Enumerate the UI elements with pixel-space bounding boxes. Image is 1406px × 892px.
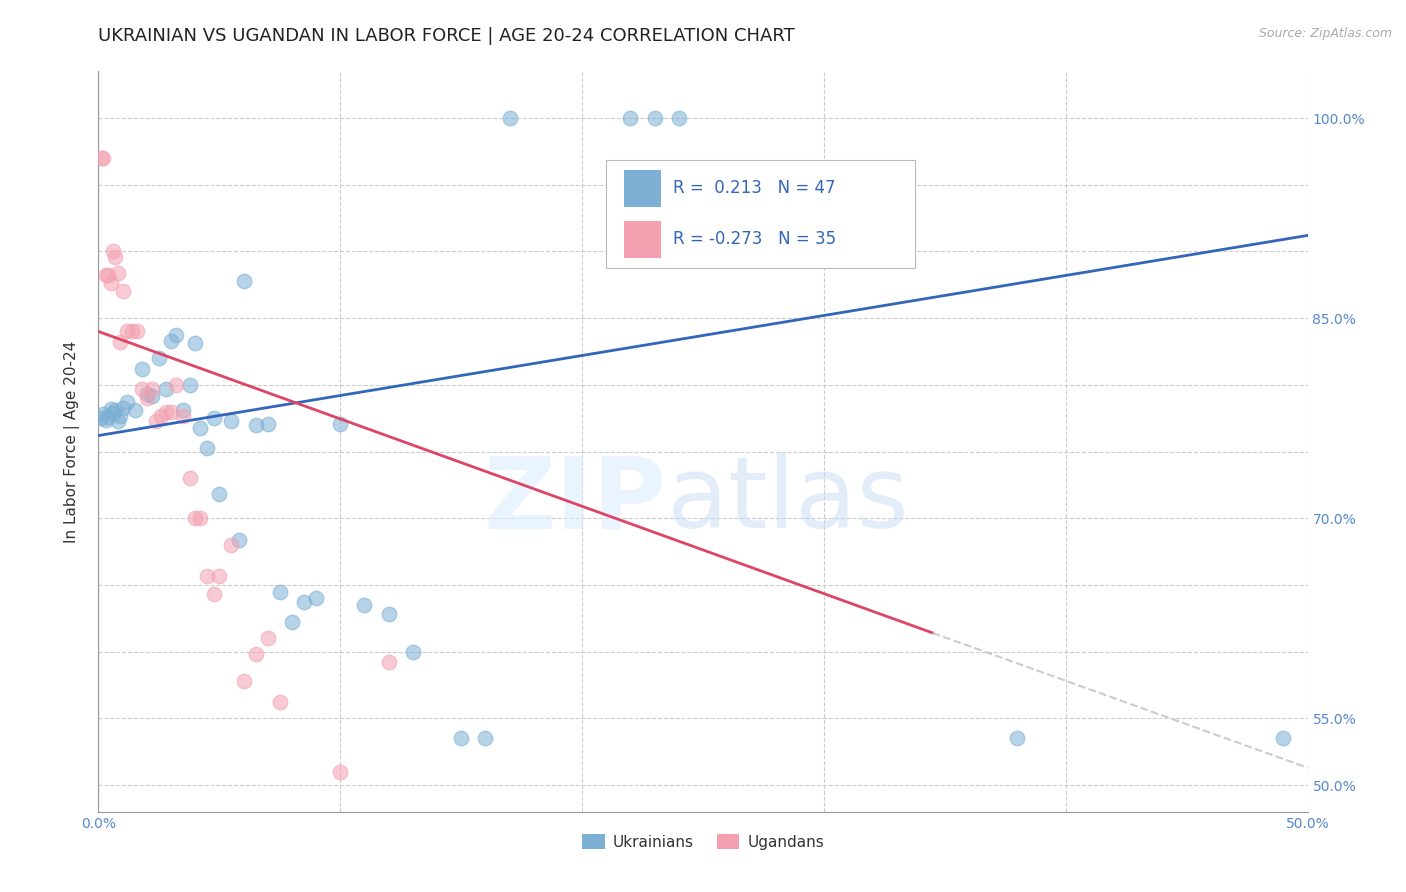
Point bbox=[305, 591, 328, 606]
Point bbox=[155, 382, 177, 396]
Point bbox=[101, 406, 124, 420]
Point bbox=[117, 395, 139, 409]
Point bbox=[148, 351, 170, 366]
Point bbox=[155, 404, 177, 418]
Point bbox=[221, 414, 243, 428]
Point bbox=[281, 615, 304, 630]
Point bbox=[188, 511, 211, 525]
Point bbox=[160, 334, 183, 348]
Point bbox=[232, 673, 254, 688]
Point bbox=[100, 277, 122, 291]
Point bbox=[329, 417, 352, 431]
Point bbox=[256, 417, 278, 431]
Point bbox=[91, 407, 114, 421]
Point bbox=[1007, 731, 1029, 746]
Point bbox=[619, 111, 641, 125]
Point bbox=[141, 388, 163, 402]
Text: ZIP: ZIP bbox=[484, 452, 666, 549]
Point bbox=[353, 598, 375, 612]
Point bbox=[90, 411, 112, 425]
Text: R = -0.273   N = 35: R = -0.273 N = 35 bbox=[672, 230, 837, 248]
Point bbox=[121, 325, 143, 339]
Point bbox=[131, 361, 153, 376]
Point bbox=[195, 441, 218, 455]
Y-axis label: In Labor Force | Age 20-24: In Labor Force | Age 20-24 bbox=[63, 341, 80, 542]
Point bbox=[172, 409, 194, 423]
Point bbox=[104, 250, 127, 264]
Point bbox=[111, 285, 134, 299]
Point bbox=[668, 111, 690, 125]
Point bbox=[498, 111, 520, 125]
Point bbox=[377, 607, 399, 622]
Point bbox=[256, 632, 278, 646]
Point bbox=[450, 731, 472, 746]
Point bbox=[179, 377, 201, 392]
Point bbox=[208, 568, 231, 582]
Text: UKRAINIAN VS UGANDAN IN LABOR FORCE | AGE 20-24 CORRELATION CHART: UKRAINIAN VS UGANDAN IN LABOR FORCE | AG… bbox=[98, 27, 796, 45]
Point bbox=[117, 325, 139, 339]
Point bbox=[127, 325, 149, 339]
FancyBboxPatch shape bbox=[606, 161, 915, 268]
Legend: Ukrainians, Ugandans: Ukrainians, Ugandans bbox=[576, 828, 830, 856]
Bar bbox=[624, 169, 661, 207]
Point bbox=[108, 409, 131, 423]
Point bbox=[204, 587, 226, 601]
Text: Source: ZipAtlas.com: Source: ZipAtlas.com bbox=[1258, 27, 1392, 40]
Point bbox=[245, 417, 267, 432]
Point bbox=[402, 645, 425, 659]
Point bbox=[135, 391, 157, 405]
Point bbox=[131, 382, 153, 396]
Point bbox=[204, 411, 226, 425]
Point bbox=[474, 731, 496, 746]
Point bbox=[208, 487, 231, 501]
Point bbox=[101, 244, 124, 259]
Bar bbox=[624, 221, 661, 258]
Point bbox=[97, 268, 120, 283]
Point bbox=[188, 420, 211, 434]
Point bbox=[377, 656, 399, 670]
Point bbox=[94, 412, 117, 426]
Point bbox=[104, 403, 127, 417]
Point bbox=[107, 414, 129, 428]
Point bbox=[165, 377, 187, 392]
Point bbox=[135, 387, 157, 401]
Point bbox=[184, 511, 207, 525]
Point bbox=[100, 401, 122, 416]
Point bbox=[107, 266, 129, 280]
Point bbox=[232, 274, 254, 288]
Point bbox=[165, 328, 187, 343]
Point bbox=[172, 403, 194, 417]
Point bbox=[269, 584, 291, 599]
Point bbox=[184, 336, 207, 351]
Point bbox=[228, 533, 250, 547]
Point bbox=[245, 648, 267, 662]
Point bbox=[141, 382, 163, 396]
Point bbox=[329, 764, 352, 779]
Point bbox=[195, 568, 218, 582]
Point bbox=[90, 151, 112, 165]
Point bbox=[108, 335, 131, 350]
Point bbox=[644, 111, 666, 125]
Point bbox=[150, 409, 173, 423]
Point bbox=[221, 538, 243, 552]
Text: R =  0.213   N = 47: R = 0.213 N = 47 bbox=[672, 179, 835, 197]
Point bbox=[145, 414, 167, 428]
Point bbox=[269, 695, 291, 709]
Point bbox=[111, 401, 134, 415]
Point bbox=[94, 268, 117, 283]
Point bbox=[1272, 731, 1295, 746]
Point bbox=[97, 409, 120, 424]
Point bbox=[160, 404, 183, 418]
Point bbox=[91, 151, 114, 165]
Text: atlas: atlas bbox=[666, 452, 908, 549]
Point bbox=[292, 595, 315, 609]
Point bbox=[179, 471, 201, 485]
Point bbox=[124, 403, 146, 417]
